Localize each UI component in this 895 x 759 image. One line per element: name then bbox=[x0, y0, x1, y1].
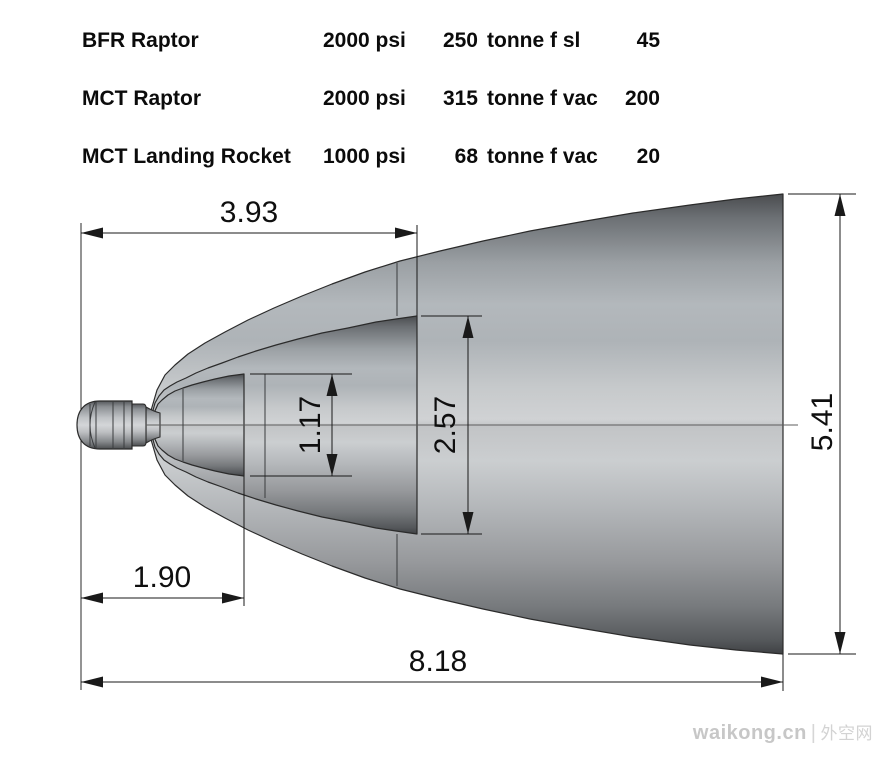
table-row: MCT Raptor 2000 psi 315 tonne f vac 200 bbox=[0, 87, 895, 113]
dim-small-exit-diameter: 1.17 bbox=[250, 373, 352, 477]
thrust-unit: tonne f vac bbox=[487, 145, 598, 168]
dim-label-mid-exit-diameter: 2.57 bbox=[429, 396, 462, 454]
thrust-value: 68 bbox=[454, 145, 478, 168]
expansion-ratio: 200 bbox=[624, 87, 660, 110]
chamber-pressure: 2000 psi bbox=[323, 87, 406, 110]
dim-label-small-exit-diameter: 1.17 bbox=[294, 396, 327, 454]
chamber-pressure: 2000 psi bbox=[323, 29, 406, 52]
contour-edges bbox=[182, 263, 398, 586]
dim-upper-length: 3.93 bbox=[81, 196, 418, 316]
chamber-pressure: 1000 psi bbox=[323, 145, 406, 168]
thrust-value: 315 bbox=[442, 87, 478, 110]
dim-label-upper-length: 3.93 bbox=[220, 196, 278, 229]
expansion-ratio: 45 bbox=[636, 29, 660, 52]
dim-label-small-length: 1.90 bbox=[133, 561, 191, 594]
dim-label-large-exit-diameter: 5.41 bbox=[806, 393, 839, 451]
dim-label-total-length: 8.18 bbox=[409, 645, 467, 678]
thrust-unit: tonne f vac bbox=[487, 87, 598, 110]
thrust-value: 250 bbox=[442, 29, 478, 52]
expansion-ratio: 20 bbox=[636, 145, 660, 168]
dim-large-exit-diameter: 5.41 bbox=[788, 193, 856, 655]
thrust-unit: tonne f sl bbox=[487, 29, 581, 52]
chamber-collar bbox=[129, 403, 147, 447]
dim-mid-exit-diameter: 2.57 bbox=[421, 315, 482, 535]
table-row: BFR Raptor 2000 psi 250 tonne f sl 45 bbox=[0, 29, 895, 55]
table-row: MCT Landing Rocket 1000 psi 68 tonne f v… bbox=[0, 145, 895, 171]
engine-name: MCT Landing Rocket bbox=[82, 145, 291, 168]
watermark-separator: | bbox=[810, 722, 817, 744]
combustion-chamber bbox=[76, 400, 133, 450]
chamber-rib-lines bbox=[89, 401, 125, 449]
engine-name: BFR Raptor bbox=[82, 29, 199, 52]
dim-small-length: 1.90 bbox=[81, 476, 245, 606]
watermark: waikong.cn | 外空网 bbox=[620, 719, 873, 745]
watermark-cn-text: 外空网 bbox=[820, 724, 873, 743]
engine-spec-table: BFR Raptor 2000 psi 250 tonne f sl 45 MC… bbox=[0, 0, 895, 190]
watermark-site: waikong.cn bbox=[692, 722, 807, 744]
engine-name: MCT Raptor bbox=[82, 87, 201, 110]
dim-total-length: 8.18 bbox=[81, 645, 784, 691]
